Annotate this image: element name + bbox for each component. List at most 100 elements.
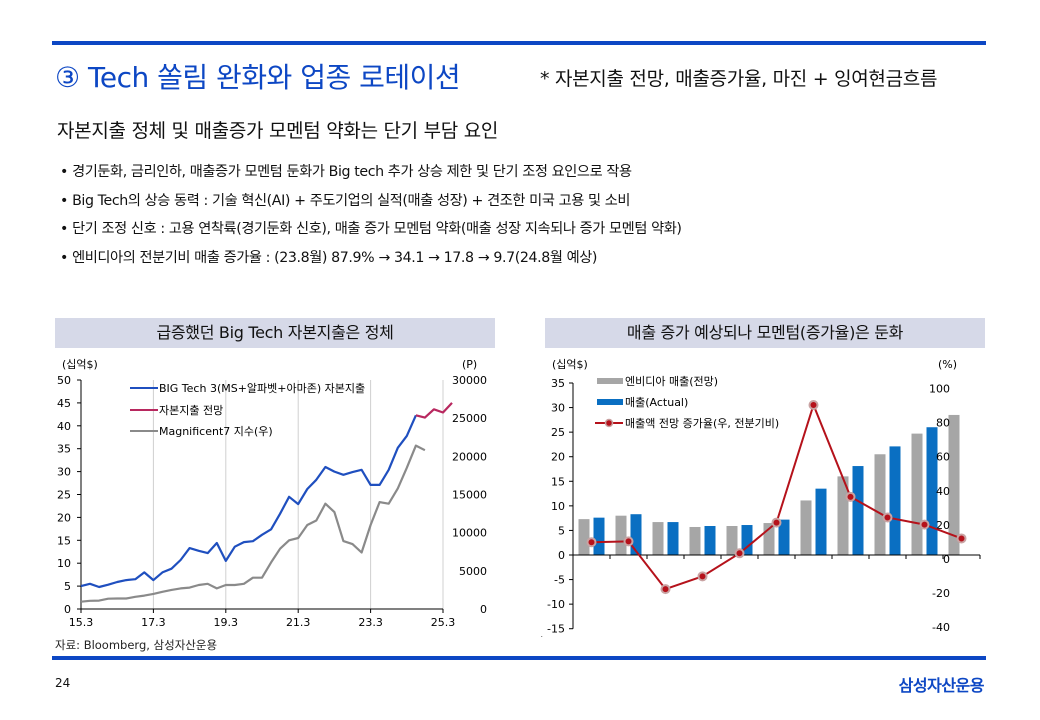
bar-actual <box>741 525 753 555</box>
growth-rate-marker <box>919 519 930 530</box>
growth-rate-marker <box>956 533 967 544</box>
growth-rate-marker <box>845 491 856 502</box>
bar-actual <box>778 519 790 555</box>
legend-label-growth: 매출액 전망 증가율(우, 전분기비) <box>625 417 779 430</box>
y-tick-label: 30 <box>551 402 565 415</box>
y2-tick-label: 5000 <box>459 565 487 578</box>
capex-forecast-line <box>415 402 453 419</box>
y-tick-label: 40 <box>57 420 71 433</box>
source-note: 자료: Bloomberg, 삼성자산운용 <box>55 638 218 652</box>
growth-rate-marker <box>734 548 745 559</box>
x-tick-label: 21.3 <box>286 616 311 629</box>
y2-tick-label: 0 <box>943 553 950 566</box>
y-tick-label: 30 <box>57 466 71 479</box>
y-tick-label: 50 <box>57 374 71 387</box>
growth-rate-marker <box>882 512 893 523</box>
y-tick-label: -15 <box>547 623 565 636</box>
bullet-list: 경기둔화, 금리인하, 매출증가 모멘텀 둔화가 Big tech 추가 상승 … <box>60 158 682 272</box>
y-tick-label: 45 <box>57 397 71 410</box>
bar-forecast <box>578 519 590 555</box>
bullet-item: 엔비디아의 전분기비 매출 증가율 : (23.8월) 87.9% → 34.1… <box>60 244 682 273</box>
legend-marker-growth <box>604 418 614 428</box>
bullet-item: 경기둔화, 금리인하, 매출증가 모멘텀 둔화가 Big tech 추가 상승 … <box>60 158 682 187</box>
x-tick-label: 22.11 <box>687 636 719 637</box>
bar-forecast <box>948 414 960 555</box>
left-y-unit: (십억$) <box>552 358 588 371</box>
bar-actual <box>926 427 938 555</box>
x-tick-label: 23.3 <box>358 616 383 629</box>
bullet-item: Big Tech의 상승 동력 : 기술 혁신(AI) + 주도기업의 실적(매… <box>60 187 682 216</box>
y-tick-label: 10 <box>551 500 565 513</box>
y-tick-label: 35 <box>551 377 565 390</box>
top-rule <box>52 41 986 45</box>
y2-tick-label: 15000 <box>452 489 487 502</box>
legend-label-capex: BIG Tech 3(MS+알파벳+아마존) 자본지출 <box>159 381 365 395</box>
y-tick-label: 5 <box>558 524 565 537</box>
bullet-item: 단기 조정 신호 : 고용 연착륙(경기둔화 신호), 매출 증가 모멘텀 약화… <box>60 215 682 244</box>
y-tick-label: 20 <box>57 511 71 524</box>
y-tick-label: 5 <box>64 580 71 593</box>
x-tick-label: 25.3 <box>431 616 456 629</box>
page-title: ③ Tech 쏠림 완화와 업종 로테이션 <box>55 61 461 94</box>
y2-tick-label: 100 <box>929 382 950 395</box>
growth-rate-marker <box>771 517 782 528</box>
y2-tick-label: 20000 <box>452 450 487 463</box>
y-tick-label: 0 <box>64 603 71 616</box>
company-logo: 삼성자산운용 <box>898 676 985 695</box>
y-tick-label: -10 <box>547 598 565 611</box>
legend-label-forecast: 엔비디아 매출(전망) <box>625 375 718 388</box>
y2-tick-label: -40 <box>932 621 950 634</box>
x-tick-label: 17.3 <box>141 616 166 629</box>
capex-line <box>80 414 417 589</box>
y-tick-label: 35 <box>57 443 71 456</box>
bar-forecast <box>689 526 701 555</box>
legend-label-capex-forecast: 자본지출 전망 <box>159 404 223 417</box>
bottom-rule <box>52 656 986 660</box>
bar-actual <box>852 466 864 555</box>
right-y-unit: (P) <box>462 358 477 371</box>
growth-rate-marker <box>808 400 819 411</box>
mag7-index-line <box>80 444 426 603</box>
y2-tick-label: 80 <box>936 417 950 430</box>
header-note: * 자본지출 전망, 매출증가율, 마진 + 잉여현금흐름 <box>540 68 938 90</box>
bar-forecast <box>800 500 812 555</box>
y2-tick-label: 20 <box>936 519 950 532</box>
y-tick-label: 25 <box>57 489 71 502</box>
legend-swatch-forecast <box>597 378 623 384</box>
y2-tick-label: -20 <box>932 587 950 600</box>
y2-tick-label: 60 <box>936 451 950 464</box>
bar-forecast <box>615 515 627 555</box>
bar-actual <box>889 446 901 555</box>
bar-forecast <box>726 526 738 555</box>
bar-forecast <box>874 454 886 555</box>
growth-rate-marker <box>697 571 708 582</box>
bar-actual <box>815 488 827 555</box>
y-tick-label: 10 <box>57 557 71 570</box>
x-tick-label: 24.5 <box>912 636 937 637</box>
bar-forecast <box>652 522 664 555</box>
bar-forecast <box>763 523 775 555</box>
y2-tick-label: 40 <box>936 485 950 498</box>
x-tick-label: 23.8 <box>801 636 826 637</box>
x-tick-label: 22.2 <box>579 636 604 637</box>
left-chart-title: 급증했던 Big Tech 자본지출은 정체 <box>55 318 495 348</box>
growth-rate-marker <box>660 584 671 595</box>
section-subtitle: 자본지출 정체 및 매출증가 모멘텀 약화는 단기 부담 요인 <box>57 120 499 142</box>
growth-rate-marker <box>586 537 597 548</box>
bar-actual <box>593 517 605 555</box>
y-tick-label: -5 <box>554 574 565 587</box>
nvidia-revenue-chart: (십억$) (%) -15 -10 -5 0 5 10 15 20 25 30 35 -40 -20 0 2… <box>534 358 981 637</box>
legend-label-mag7: Magnificent7 지수(우) <box>159 425 273 438</box>
left-y-unit: (십억$) <box>62 358 98 371</box>
y2-tick-label: 25000 <box>452 412 487 425</box>
y2-tick-label: 30000 <box>452 374 487 387</box>
y-tick-label: 0 <box>558 549 565 562</box>
x-axis-prefix: 자 <box>534 636 544 637</box>
growth-rate-marker <box>623 536 634 547</box>
y2-tick-label: 0 <box>480 603 487 616</box>
x-tick-label: 15.3 <box>69 616 94 629</box>
legend-label-actual: 매출(Actual) <box>625 396 688 409</box>
growth-rate-line <box>591 402 962 591</box>
right-y-unit: (%) <box>938 358 957 371</box>
page-number: 24 <box>55 676 71 690</box>
